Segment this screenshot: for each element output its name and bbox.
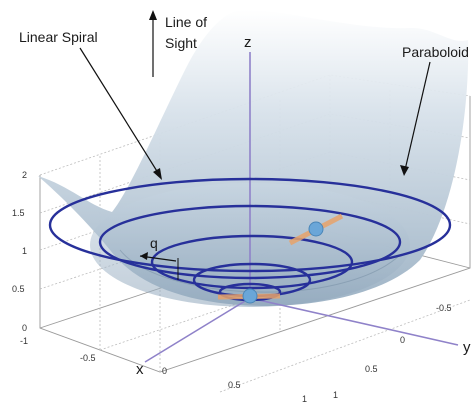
y-ticks: -0.5 0 0.5 1 — [333, 303, 452, 400]
y-axis-line — [249, 297, 459, 346]
x-tick: 0 — [162, 366, 167, 376]
y-tick: 0.5 — [365, 364, 378, 374]
x-tick: 1 — [302, 394, 307, 404]
y-tick: -0.5 — [436, 303, 452, 313]
z-tick: 0 — [22, 323, 27, 333]
paraboloid-label: Paraboloid — [402, 44, 469, 60]
z-tick: 1.5 — [12, 208, 25, 218]
z-axis-label: z — [244, 34, 252, 51]
z-tick: 0.5 — [12, 284, 25, 294]
x-tick: 0.5 — [228, 380, 241, 390]
linear-spiral — [48, 177, 452, 302]
y-tick: 0 — [400, 335, 405, 345]
line-of-sight-label-1: Line of — [165, 14, 207, 30]
z-tick: 2 — [22, 170, 27, 180]
x-axis-label: x — [136, 361, 144, 378]
callout-arrows — [79, 10, 431, 180]
linear-spiral-label: Linear Spiral — [19, 29, 98, 45]
marker-lower — [217, 288, 281, 304]
q-indicator — [139, 252, 179, 280]
z-tick: 1 — [22, 246, 27, 256]
x-ticks: -1 -0.5 0 0.5 1 — [20, 336, 307, 404]
x-axis-line — [144, 297, 251, 363]
marker-upper — [288, 213, 344, 246]
linear-spiral-arrow — [79, 47, 161, 177]
line-of-sight-label-2: Sight — [165, 35, 197, 51]
z-ticks: 0 0.5 1 1.5 2 — [12, 170, 27, 333]
q-label: q — [150, 235, 158, 251]
x-tick: -0.5 — [80, 353, 96, 363]
y-axis-label: y — [463, 339, 471, 356]
y-tick: 1 — [333, 390, 338, 400]
axes — [144, 52, 459, 363]
paraboloid-arrow — [404, 61, 431, 171]
x-tick: -1 — [20, 336, 28, 346]
